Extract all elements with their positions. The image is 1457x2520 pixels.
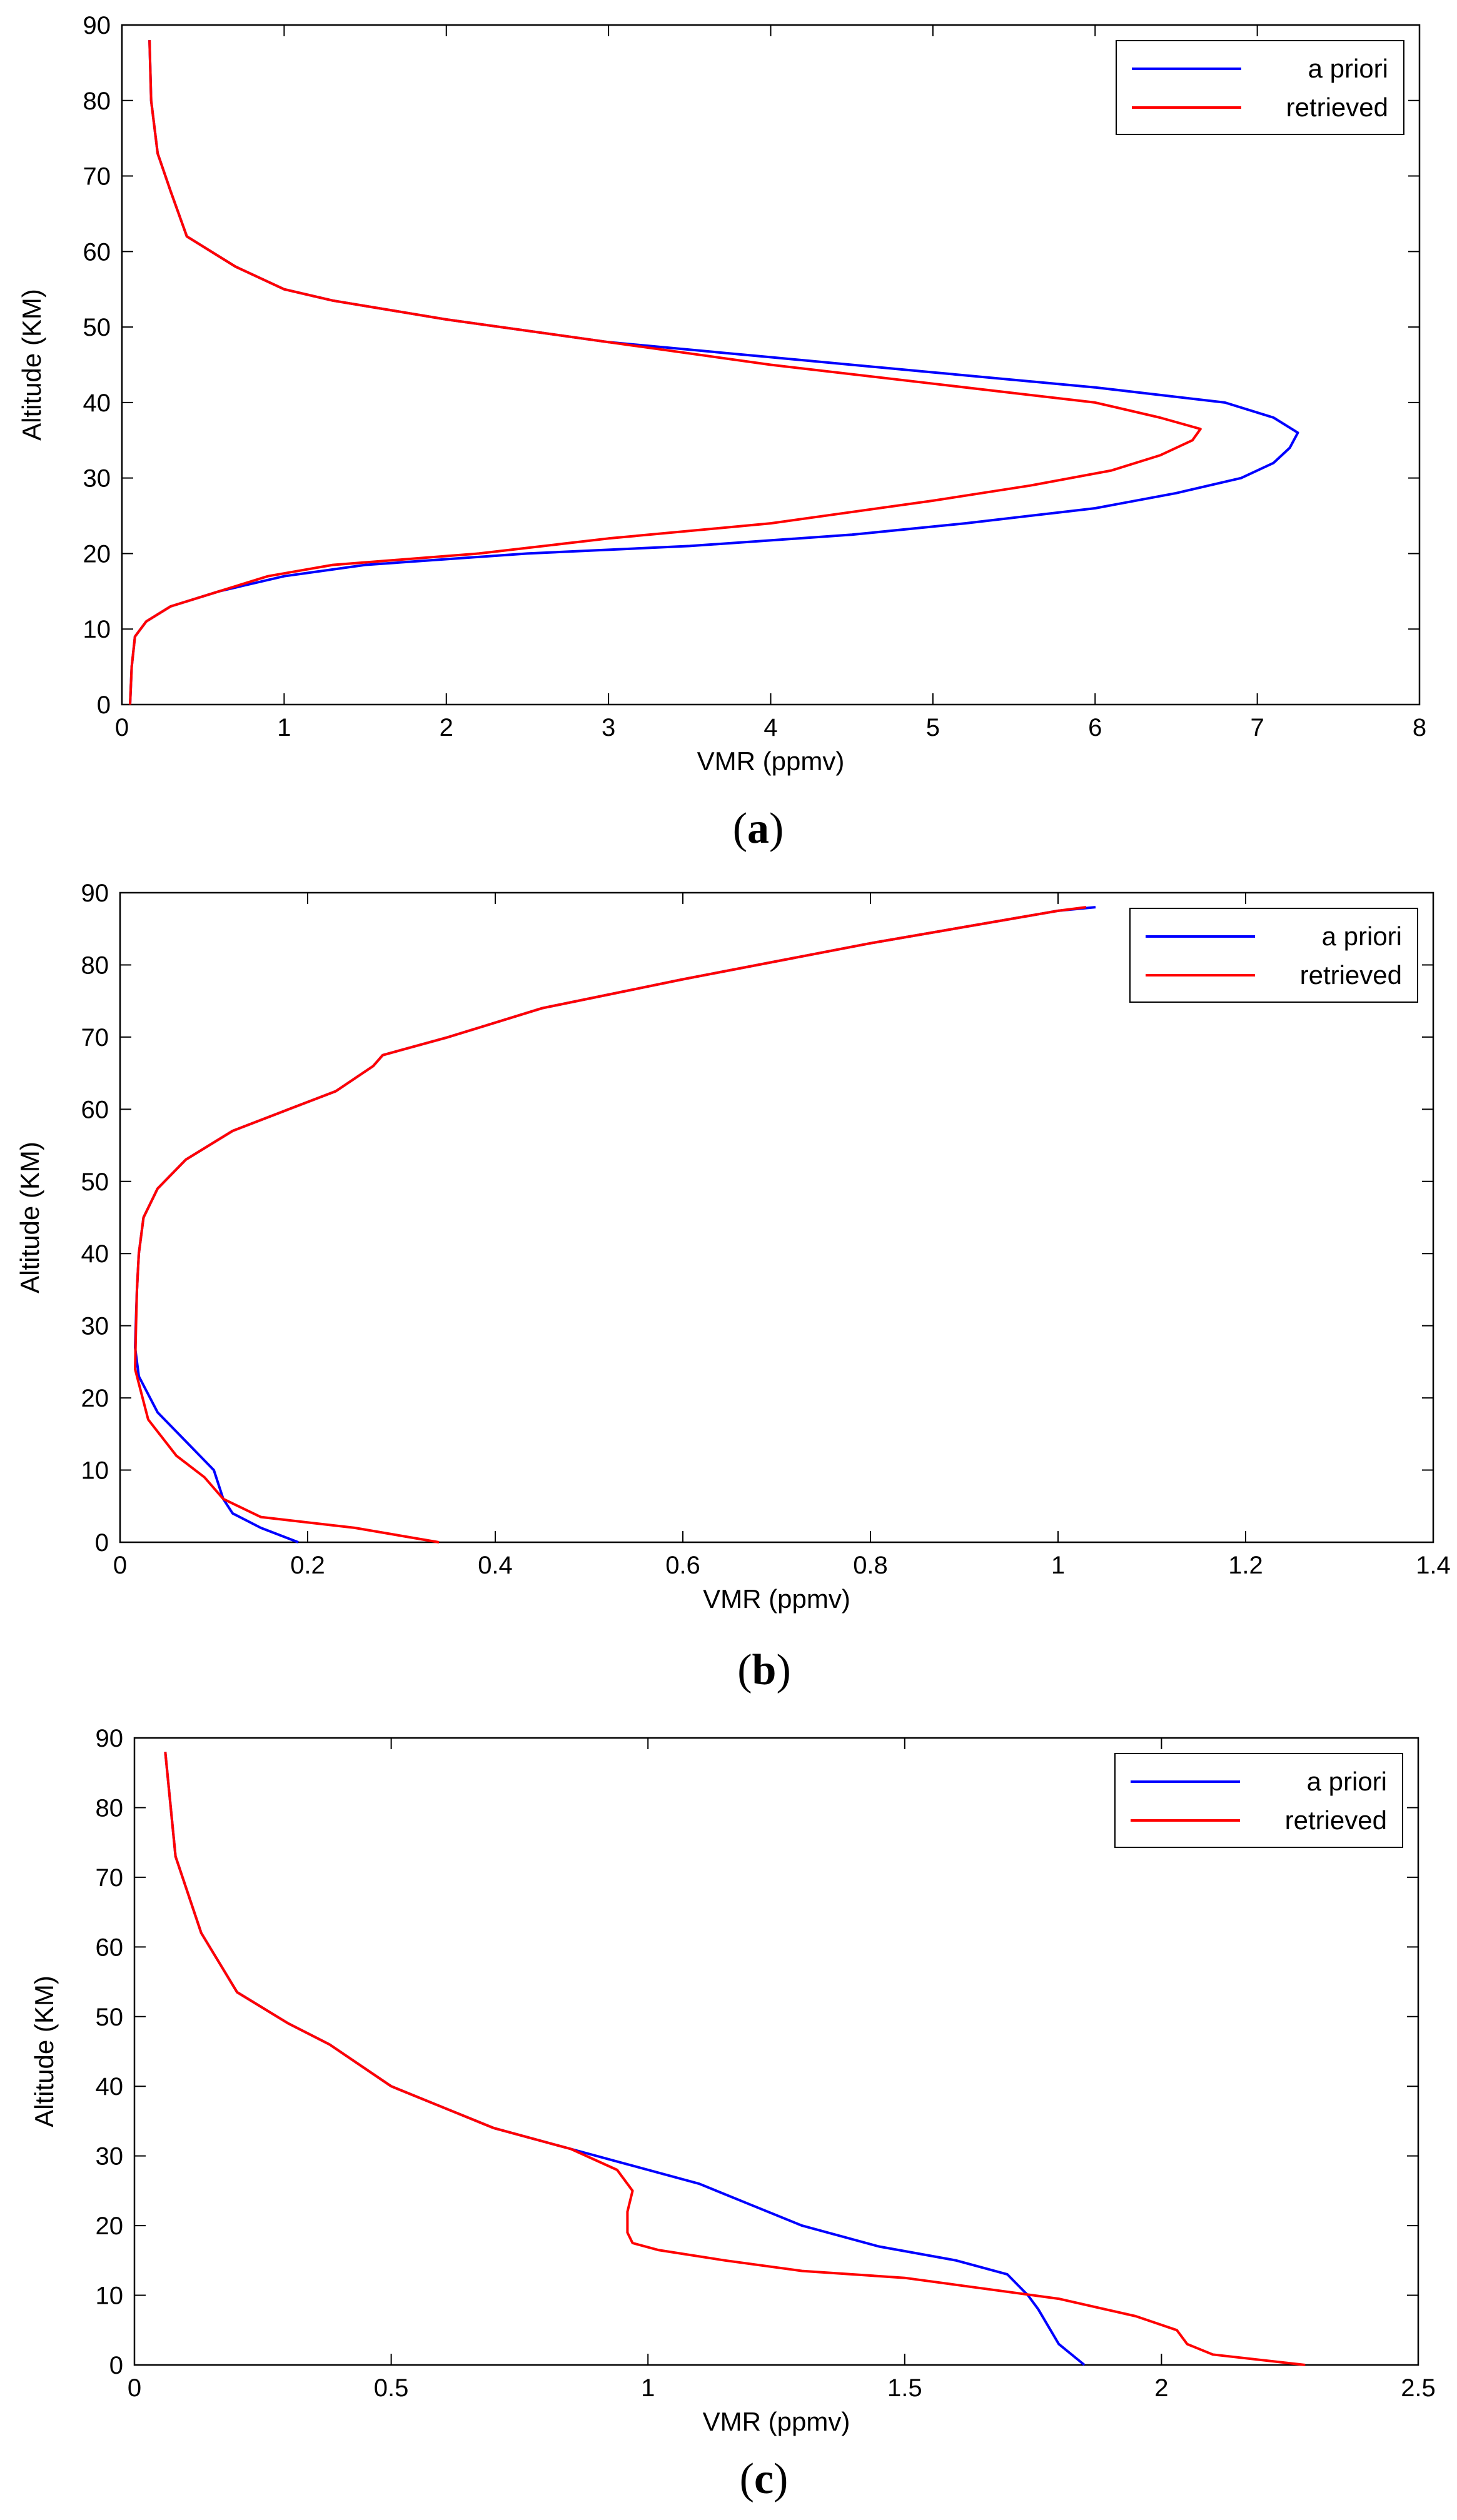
x-tick-label: 3 <box>602 714 615 741</box>
y-tick-label: 70 <box>96 1864 124 1892</box>
legend-label: retrieved <box>1300 960 1402 990</box>
panel-caption: (b) <box>737 1646 791 1694</box>
x-tick-label: 1.2 <box>1228 1552 1263 1579</box>
x-tick-label: 2 <box>440 714 453 741</box>
y-tick-label: 30 <box>83 465 111 493</box>
legend-label: retrieved <box>1286 93 1388 122</box>
legend-box <box>1129 908 1418 1003</box>
y-tick-label: 0 <box>109 2352 123 2379</box>
x-tick-label: 4 <box>764 714 777 741</box>
y-tick-label: 10 <box>81 1457 109 1485</box>
legend-label: retrieved <box>1285 1805 1387 1835</box>
y-tick-label: 10 <box>83 616 111 643</box>
x-tick-label: 1.4 <box>1416 1552 1451 1579</box>
legend-label: a priori <box>1308 54 1388 83</box>
x-tick-label: 7 <box>1251 714 1264 741</box>
y-tick-label: 30 <box>81 1313 109 1340</box>
y-tick-label: 90 <box>83 12 111 39</box>
y-tick-label: 50 <box>83 314 111 341</box>
y-tick-label: 20 <box>96 2212 124 2240</box>
panel-caption-letter: c <box>754 2455 774 2503</box>
y-tick-label: 60 <box>81 1096 109 1123</box>
x-tick-label: 0.8 <box>853 1552 888 1579</box>
x-tick-label: 5 <box>926 714 940 741</box>
legend: a priori retrieved <box>1129 908 1418 1003</box>
x-tick-label: 0 <box>115 714 129 741</box>
y-tick-label: 80 <box>81 951 109 979</box>
y-tick-label: 90 <box>96 1725 124 1752</box>
legend: a priori retrieved <box>1116 40 1404 135</box>
y-tick-label: 70 <box>81 1024 109 1052</box>
x-axis-label: VMR (ppmv) <box>703 1584 850 1614</box>
y-tick-label: 40 <box>96 2073 124 2101</box>
y-tick-label: 70 <box>83 163 111 191</box>
y-tick-label: 10 <box>96 2282 124 2310</box>
panel-caption-letter: a <box>747 805 769 853</box>
panel-caption: (a) <box>733 805 784 853</box>
y-axis-label: Altitude (KM) <box>29 1975 59 2127</box>
chart-panel-c: 0 0.5 1 1.5 2 2.5 0 10 20 30 40 50 60 70 80 90 VMR (ppmv… <box>29 1725 1436 2503</box>
x-tick-label: 0.4 <box>478 1552 513 1579</box>
y-tick-label: 50 <box>96 2004 124 2031</box>
y-tick-label: 60 <box>96 1934 124 1961</box>
y-tick-label: 90 <box>81 880 109 907</box>
x-tick-label: 2 <box>1154 2374 1168 2402</box>
y-tick-label: 80 <box>96 1794 124 1822</box>
y-tick-label: 40 <box>81 1240 109 1268</box>
chart-panel-b: 0 0.2 0.4 0.6 0.8 1 1.2 1.4 0 10 20 30 40 50 60 70 80 90 V… <box>15 880 1451 1694</box>
x-axis-label: VMR (ppmv) <box>697 746 845 776</box>
x-tick-label: 1 <box>641 2374 655 2402</box>
x-tick-label: 6 <box>1088 714 1102 741</box>
x-tick-label: 1 <box>277 714 291 741</box>
legend-box <box>1114 1753 1403 1848</box>
x-tick-label: 8 <box>1413 714 1426 741</box>
y-tick-label: 20 <box>81 1385 109 1412</box>
x-tick-label: 0.6 <box>665 1552 700 1579</box>
x-tick-label: 2.5 <box>1401 2374 1436 2402</box>
legend-label: a priori <box>1307 1767 1387 1796</box>
x-tick-label: 0.2 <box>290 1552 325 1579</box>
legend: a priori retrieved <box>1114 1753 1403 1848</box>
y-tick-label: 30 <box>96 2143 124 2171</box>
series-line-retrieved <box>134 906 1087 1544</box>
y-tick-label: 60 <box>83 238 111 266</box>
y-axis-label: Altitude (KM) <box>15 1142 44 1293</box>
y-tick-label: 50 <box>81 1168 109 1196</box>
y-tick-label: 0 <box>97 691 111 719</box>
x-tick-label: 0 <box>128 2374 141 2402</box>
y-tick-label: 20 <box>83 540 111 568</box>
x-tick-label: 1 <box>1051 1552 1065 1579</box>
legend-box <box>1116 40 1404 135</box>
y-tick-label: 80 <box>83 88 111 115</box>
y-tick-label: 0 <box>95 1529 109 1557</box>
y-axis-label: Altitude (KM) <box>17 289 46 441</box>
y-tick-label: 40 <box>83 389 111 417</box>
series-line-retrieved <box>129 40 1202 705</box>
x-tick-label: 0 <box>113 1552 127 1579</box>
panel-caption-letter: b <box>752 1646 777 1694</box>
legend-label: a priori <box>1322 921 1402 951</box>
x-axis-label: VMR (ppmv) <box>703 2407 850 2436</box>
x-tick-label: 1.5 <box>887 2374 922 2402</box>
panel-caption: (c) <box>740 2455 789 2503</box>
series-line-retrieved <box>164 1752 1306 2366</box>
x-tick-label: 0.5 <box>374 2374 409 2402</box>
